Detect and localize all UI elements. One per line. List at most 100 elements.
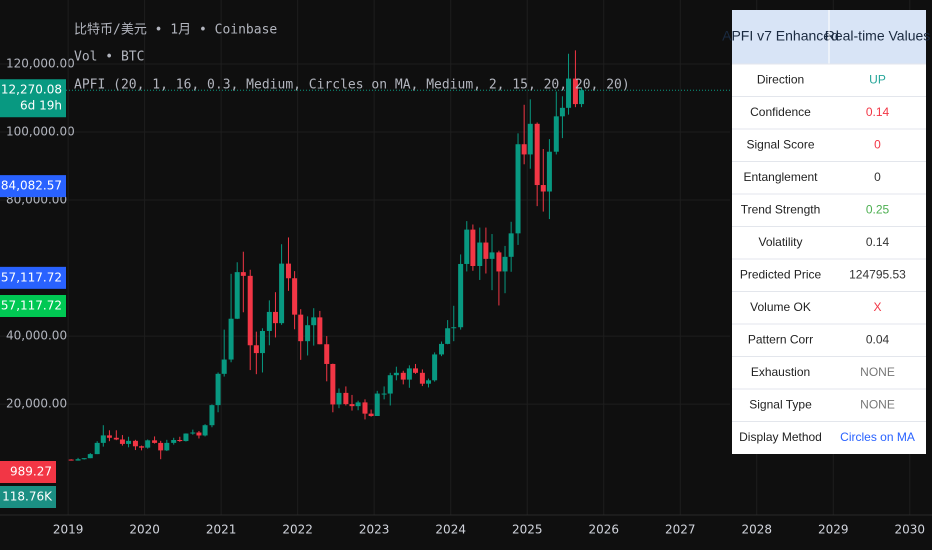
x-tick-label: 2027 (665, 523, 696, 537)
candle-body (298, 314, 304, 342)
x-tick-label: 2019 (53, 523, 84, 537)
candle-body (489, 252, 495, 259)
table-label: Predicted Price (740, 267, 822, 281)
candle-body (432, 354, 438, 381)
candle-body (534, 123, 540, 186)
candle-body (190, 432, 196, 434)
scale-badge (0, 486, 56, 508)
table-bg (732, 10, 926, 454)
candle-body (221, 359, 227, 374)
candle-body (458, 263, 464, 328)
x-tick-label: 2030 (895, 523, 926, 537)
candle-body (343, 392, 349, 405)
candle-body (349, 404, 355, 407)
legend-text: 比特币/美元 • 1月 • Coinbase (74, 23, 277, 38)
candle-body (202, 425, 208, 436)
candle-body (94, 442, 100, 455)
legend-text: APFI (20, 1, 16, 0.3, Medium, Circles on… (74, 78, 630, 93)
price-badge (0, 79, 66, 118)
table-label: Confidence (750, 105, 811, 119)
candle-body (113, 437, 119, 440)
table-label: Trend Strength (741, 202, 821, 216)
candle-body (324, 344, 330, 364)
candle-body (496, 252, 502, 272)
candle-body (145, 440, 151, 448)
scale-badge-label: 57,117.72 (1, 299, 62, 313)
scale-badge (0, 295, 66, 317)
candle-body (572, 78, 578, 105)
table-value: 124795.53 (849, 267, 906, 281)
candle-body (451, 327, 457, 329)
x-tick-label: 2028 (741, 523, 772, 537)
candle-body (426, 380, 432, 384)
candle-body (546, 151, 552, 192)
candle-body (508, 233, 514, 257)
table-value: NONE (860, 365, 895, 379)
candle-body (152, 440, 158, 443)
table-header-cell: Real-time Values (825, 28, 931, 44)
legend-text: Vol • BTC (74, 50, 144, 65)
candle-body (240, 272, 246, 276)
candle-body (234, 272, 240, 319)
candle-body (387, 375, 393, 394)
table-label: Signal Type (749, 397, 812, 411)
candle-body (106, 435, 112, 438)
candle-body (305, 325, 311, 342)
table-label: Entanglement (743, 170, 818, 184)
candle-body (272, 311, 278, 324)
price-badge-label: 84,082.57 (1, 179, 62, 193)
candle-body (521, 144, 527, 155)
candle-body (266, 311, 272, 331)
x-tick-label: 2025 (512, 523, 543, 537)
price-badge-label: 57,117.72 (1, 270, 62, 284)
candle-body (559, 107, 565, 117)
price-badge (0, 175, 66, 198)
table-value: Circles on MA (840, 430, 915, 444)
candle-body (477, 242, 483, 267)
candle-body (171, 439, 177, 443)
candle-body (81, 458, 87, 460)
candle-body (393, 372, 399, 376)
candle-body (317, 317, 323, 345)
candle-body (279, 263, 285, 324)
candle-body (527, 123, 533, 155)
table-header-cell: APFI v7 Enhanced (722, 28, 839, 44)
candle-body (285, 263, 291, 279)
candle-body (483, 242, 489, 259)
candle-body (374, 393, 380, 417)
table-value: 0.14 (866, 235, 890, 249)
scale-badge-label: 118.76K (2, 490, 53, 504)
x-tick-label: 2029 (818, 523, 849, 537)
table-value: 0 (874, 170, 881, 184)
scale-badge-label: 989.27 (10, 465, 52, 479)
table-value: UP (869, 72, 886, 86)
x-tick-label: 2024 (435, 523, 466, 537)
table-value: X (873, 300, 881, 314)
candle-body (119, 439, 125, 444)
table-label: Volume OK (750, 300, 811, 314)
candle-body (132, 440, 138, 447)
table-value: 0.25 (866, 202, 890, 216)
candle-body (355, 402, 361, 407)
table-label: Volatility (758, 235, 802, 249)
candle-body (215, 373, 221, 406)
candle-body (515, 144, 521, 234)
candle-body (68, 459, 74, 461)
candle-body (412, 368, 418, 373)
candle-body (87, 454, 93, 459)
candle-body (209, 405, 215, 426)
y-tick-label: 120,000.00 (6, 56, 75, 70)
table-label: Exhaustion (751, 365, 810, 379)
candle-body (362, 402, 368, 414)
price-badge (0, 266, 66, 289)
table-value: 0 (874, 137, 881, 151)
candle-body (439, 343, 445, 355)
table-label: Signal Score (746, 137, 814, 151)
table-value: NONE (860, 397, 895, 411)
scale-badge (0, 461, 56, 483)
x-tick-label: 2021 (206, 523, 237, 537)
x-tick-label: 2020 (129, 523, 160, 537)
x-tick-label: 2026 (588, 523, 619, 537)
candle-body (419, 372, 425, 384)
y-tick-label: 20,000.00 (6, 397, 67, 411)
